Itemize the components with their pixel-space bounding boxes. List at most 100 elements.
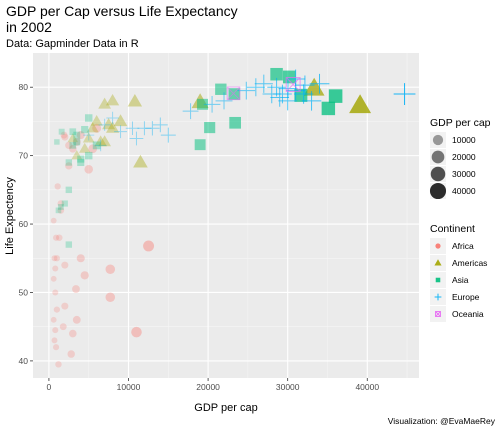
y-tick-label: 60 [19,219,29,229]
size-legend-label: 20000 [452,152,476,162]
data-point-africa [72,285,80,293]
data-point-europe [278,91,298,111]
data-point-africa [68,329,77,338]
data-point-africa [105,292,116,303]
legend-boxx-icon [435,311,441,317]
data-point-europe [137,121,152,136]
x-tick-label: 20000 [196,382,220,392]
data-point-africa [61,302,69,310]
data-point-asia [204,122,216,134]
data-point-africa [105,264,116,274]
legend-circle-icon [435,243,441,249]
data-point-africa [53,234,60,241]
data-point-africa [65,141,73,150]
data-point-africa [61,133,69,141]
x-tick-label: 10000 [117,382,141,392]
data-point-asia [215,83,227,95]
color-legend-label: Oceania [452,309,484,319]
size-legend-label: 40000 [452,186,476,196]
data-point-europe [267,77,286,97]
data-point-asia [65,186,73,194]
size-legend-label: 10000 [452,135,476,145]
y-axis-title: Life Expectency [4,177,16,255]
data-point-americas [133,154,148,168]
data-point-americas [94,135,107,147]
data-point-asia [84,151,93,160]
data-point-africa [76,254,85,263]
data-point-americas [349,94,372,114]
data-point-africa [52,265,59,272]
data-point-africa [50,316,57,323]
data-point-europe [262,84,281,104]
data-point-asia [73,138,81,146]
data-point-europe [94,139,107,152]
data-point-africa [57,207,65,214]
data-point-europe [237,81,256,100]
data-point-africa [53,306,61,313]
data-point-europe [83,129,95,141]
data-point-europe [129,131,144,146]
color-legend-label: Americas [452,258,487,268]
data-point-asia [92,141,101,150]
data-point-africa [56,234,63,241]
data-point-europe [293,84,314,104]
data-point-asia [321,101,336,116]
data-point-europe [160,127,176,143]
data-point-europe [309,73,330,94]
data-point-americas [67,133,79,143]
size-legend-label: 30000 [452,169,476,179]
data-point-asia [61,200,68,207]
data-point-africa [143,240,155,252]
color-legend-label: Asia [452,275,469,285]
data-point-americas [102,118,116,130]
data-point-americas [98,97,112,109]
chart-title-line2: in 2002 [6,19,52,35]
data-point-asia [69,128,77,136]
data-point-europe [106,111,119,125]
data-point-africa [84,165,93,174]
data-point-africa [52,289,59,296]
data-point-americas [113,114,128,127]
data-point-africa [76,131,85,140]
major-gridlines [33,53,419,378]
data-point-africa [50,275,57,282]
data-point-asia [194,139,206,151]
data-points [50,67,416,368]
data-point-africa [50,217,57,224]
data-point-asia [73,131,81,139]
data-point-americas [127,94,143,107]
data-point-africa [67,350,75,358]
data-point-americas [105,93,120,106]
data-point-africa [59,323,67,331]
chart-subtitle: Data: Gapminder Data in R [6,38,139,50]
size-legend-dot [430,166,446,182]
data-point-asia [84,114,93,122]
data-point-africa [51,255,58,262]
data-point-europe [246,78,265,97]
data-point-asia [77,158,85,167]
size-legend-title: GDP per cap [430,117,491,129]
y-axis-ticks: 40 50 60 70 80 [19,82,33,366]
data-point-africa [54,183,61,190]
data-point-americas [71,149,83,160]
data-point-africa [57,200,65,207]
data-point-africa [55,361,62,368]
data-point-africa [72,315,81,324]
data-point-europe [270,88,290,107]
legend-triangle-icon [434,259,442,266]
data-point-americas [82,132,95,143]
data-point-europe [182,103,199,120]
data-point-asia [58,128,65,135]
data-point-asia [282,70,296,84]
y-tick-label: 80 [19,82,29,92]
x-tick-label: 40000 [355,382,379,392]
data-point-europe [145,121,160,136]
data-point-europe [393,83,416,105]
data-point-asia [77,155,85,163]
data-point-africa [52,327,59,334]
data-point-africa [80,271,89,280]
legend-plus-icon [434,293,442,301]
data-point-africa [51,337,58,344]
data-point-africa [131,326,142,338]
y-tick-label: 40 [19,356,29,366]
